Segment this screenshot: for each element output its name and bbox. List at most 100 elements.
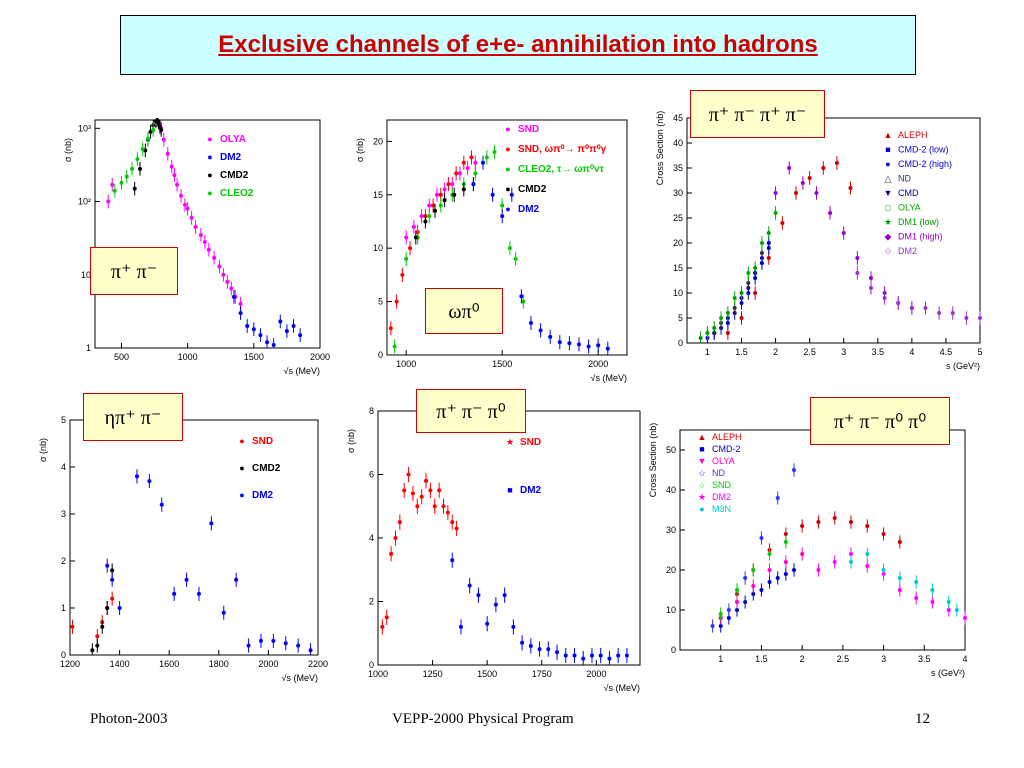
x-tick-label: 2 <box>800 654 805 664</box>
data-point <box>751 592 756 596</box>
data-point <box>783 572 788 576</box>
data-point <box>400 272 405 277</box>
y-tick-label: 15 <box>673 263 683 273</box>
y-tick-label: 3 <box>61 509 66 519</box>
y-tick-label: 30 <box>673 188 683 198</box>
y-tick-label: 20 <box>673 238 683 248</box>
data-point <box>832 516 837 520</box>
legend-marker: ● <box>699 504 704 514</box>
data-point <box>787 166 792 170</box>
y-tick-label: 10 <box>666 605 676 615</box>
data-point <box>746 271 751 275</box>
data-point <box>783 532 788 536</box>
data-point <box>521 299 526 304</box>
data-point <box>529 320 533 325</box>
data-point <box>467 583 472 588</box>
data-point <box>577 342 581 347</box>
title-box: Exclusive channels of e+e- annihilation … <box>120 15 916 75</box>
y-tick-label: 5 <box>378 297 383 307</box>
data-point <box>848 186 853 190</box>
data-point <box>441 504 446 509</box>
data-point <box>184 577 189 582</box>
y-tick-label: 35 <box>673 163 683 173</box>
data-point <box>419 214 424 219</box>
legend-marker: ■ <box>885 145 890 155</box>
data-point <box>206 247 211 252</box>
data-point <box>712 326 717 330</box>
x-tick-label: 1 <box>705 347 710 357</box>
data-point <box>710 624 715 628</box>
legend-marker: ● <box>239 463 244 473</box>
data-point <box>759 241 764 245</box>
chart-4pi-charged: 1 1.5 2 2.5 3 3.5 4 4.5 5 0 5 10 15 20 25 30 35 40 45 s (Ge… <box>655 111 983 371</box>
x-tick-label: 2000 <box>258 659 278 669</box>
y-tick-label: 10 <box>81 270 91 280</box>
data-point <box>849 560 853 564</box>
legend-marker: ★ <box>506 437 514 447</box>
legend-label: DM2 <box>252 490 274 501</box>
data-point <box>225 279 230 284</box>
x-tick-label: 1400 <box>110 659 130 669</box>
data-point <box>431 203 436 208</box>
x-axis-title: s (GeV²) <box>931 668 965 678</box>
y-tick-label: 5 <box>61 415 66 425</box>
data-point <box>605 346 610 351</box>
legend-label: OLYA <box>898 203 921 213</box>
data-point <box>413 235 418 240</box>
legend-marker: ◆ <box>885 232 892 242</box>
data-point <box>509 192 514 197</box>
data-point <box>408 246 413 251</box>
channel-label-text: π⁺ π⁻ <box>110 260 158 283</box>
data-point <box>450 182 455 187</box>
y-tick-label: 6 <box>369 470 374 480</box>
data-point <box>406 472 411 477</box>
x-tick-label: 5 <box>977 347 982 357</box>
data-point <box>278 319 283 324</box>
data-point <box>937 311 942 315</box>
x-tick-label: 1.5 <box>755 654 768 664</box>
data-point <box>914 596 919 600</box>
data-point <box>735 588 739 592</box>
data-point <box>437 488 442 493</box>
legend-label: CMD-2 (low) <box>898 145 949 155</box>
data-point <box>424 478 429 483</box>
data-point <box>110 182 115 187</box>
y-tick-label: 0 <box>378 350 383 360</box>
data-point <box>471 182 476 187</box>
legend-label: SND <box>518 124 539 135</box>
data-point <box>849 552 853 556</box>
data-point <box>766 231 771 235</box>
data-point <box>555 650 560 655</box>
y-tick-label: 20 <box>666 565 676 575</box>
legend-marker: ▼ <box>698 456 707 466</box>
data-point <box>735 608 739 612</box>
x-tick-label: 2000 <box>586 669 606 679</box>
data-point <box>751 584 756 588</box>
data-point <box>70 624 75 629</box>
data-point <box>450 558 455 563</box>
channel-label-text: π⁺ π⁻ π⁺ π⁻ <box>708 103 807 126</box>
data-point <box>792 468 796 472</box>
y-tick-label: 10² <box>78 197 91 207</box>
legend-marker: ■ <box>699 444 704 454</box>
data-point <box>389 551 394 556</box>
data-point <box>607 656 612 661</box>
x-tick-label: 2000 <box>588 359 608 369</box>
data-point <box>567 341 572 346</box>
data-point <box>229 286 234 291</box>
data-point <box>780 221 785 225</box>
data-point <box>221 610 226 615</box>
data-point <box>95 643 100 648</box>
channel-label-4pi-charged: π⁺ π⁻ π⁺ π⁻ <box>690 90 825 138</box>
channel-label-etapipi: ηπ⁺ π⁻ <box>83 393 183 441</box>
legend-marker: ● <box>505 164 510 174</box>
legend-label: ND <box>898 174 911 184</box>
legend-marker: ▼ <box>884 188 893 198</box>
data-point <box>271 638 276 643</box>
data-point <box>855 271 860 275</box>
x-tick-label: 500 <box>114 352 129 362</box>
y-axis-title: σ (nb) <box>346 429 356 453</box>
data-point <box>490 192 495 197</box>
data-point <box>476 593 481 598</box>
data-point <box>134 474 139 479</box>
